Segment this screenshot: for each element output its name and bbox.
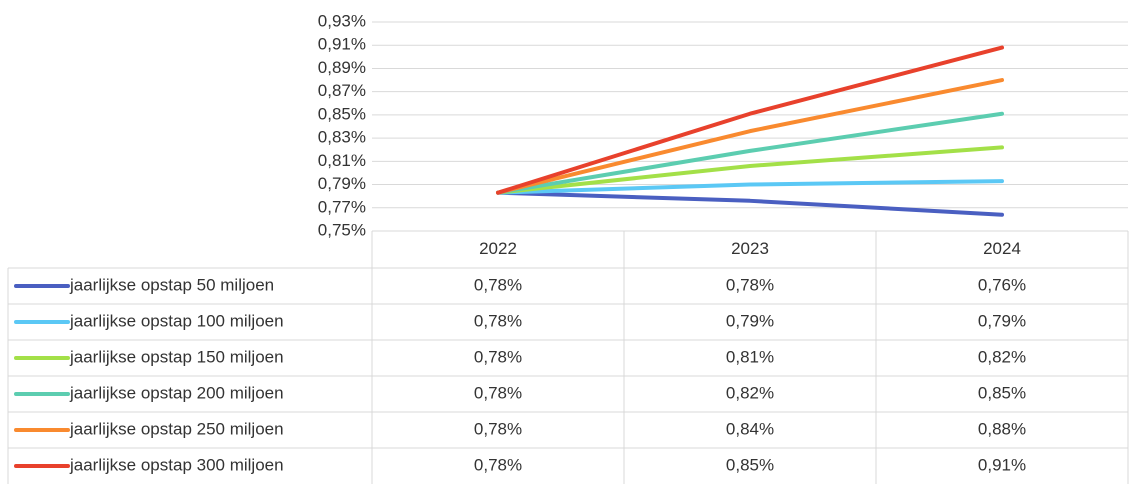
table-value: 0,85% — [978, 383, 1026, 402]
legend-label: jaarlijkse opstap 150 miljoen — [69, 347, 284, 366]
y-tick-label: 0,83% — [318, 128, 366, 147]
series-line — [496, 78, 1004, 195]
x-tick-label: 2023 — [731, 239, 769, 258]
y-tick-label: 0,93% — [318, 11, 366, 30]
table-value: 0,81% — [726, 347, 774, 366]
y-tick-label: 0,87% — [318, 81, 366, 100]
series-line — [496, 111, 1004, 195]
table-value: 0,76% — [978, 275, 1026, 294]
x-tick-label: 2022 — [479, 239, 517, 258]
y-tick-label: 0,85% — [318, 104, 366, 123]
series-line — [496, 179, 1004, 195]
legend-label: jaarlijkse opstap 200 miljoen — [69, 383, 284, 402]
legend-label: jaarlijkse opstap 100 miljoen — [69, 311, 284, 330]
series-line — [496, 145, 1004, 195]
table-value: 0,82% — [978, 347, 1026, 366]
table-value: 0,78% — [474, 311, 522, 330]
legend-label: jaarlijkse opstap 50 miljoen — [69, 275, 274, 294]
table-value: 0,84% — [726, 419, 774, 438]
y-tick-label: 0,79% — [318, 174, 366, 193]
series-line — [496, 190, 1004, 217]
table-value: 0,78% — [474, 275, 522, 294]
table-value: 0,85% — [726, 455, 774, 474]
table-value: 0,78% — [474, 455, 522, 474]
y-tick-label: 0,91% — [318, 35, 366, 54]
y-tick-label: 0,75% — [318, 220, 366, 239]
table-value: 0,79% — [726, 311, 774, 330]
table-value: 0,79% — [978, 311, 1026, 330]
table-value: 0,78% — [474, 347, 522, 366]
x-tick-label: 2024 — [983, 239, 1021, 258]
table-value: 0,91% — [978, 455, 1026, 474]
table-value: 0,88% — [978, 419, 1026, 438]
y-tick-label: 0,81% — [318, 151, 366, 170]
legend-label: jaarlijkse opstap 250 miljoen — [69, 419, 284, 438]
legend-label: jaarlijkse opstap 300 miljoen — [69, 455, 284, 474]
table-value: 0,78% — [474, 383, 522, 402]
table-value: 0,78% — [726, 275, 774, 294]
y-tick-label: 0,89% — [318, 58, 366, 77]
table-value: 0,78% — [474, 419, 522, 438]
y-tick-label: 0,77% — [318, 197, 366, 216]
table-value: 0,82% — [726, 383, 774, 402]
series-line — [496, 45, 1004, 195]
